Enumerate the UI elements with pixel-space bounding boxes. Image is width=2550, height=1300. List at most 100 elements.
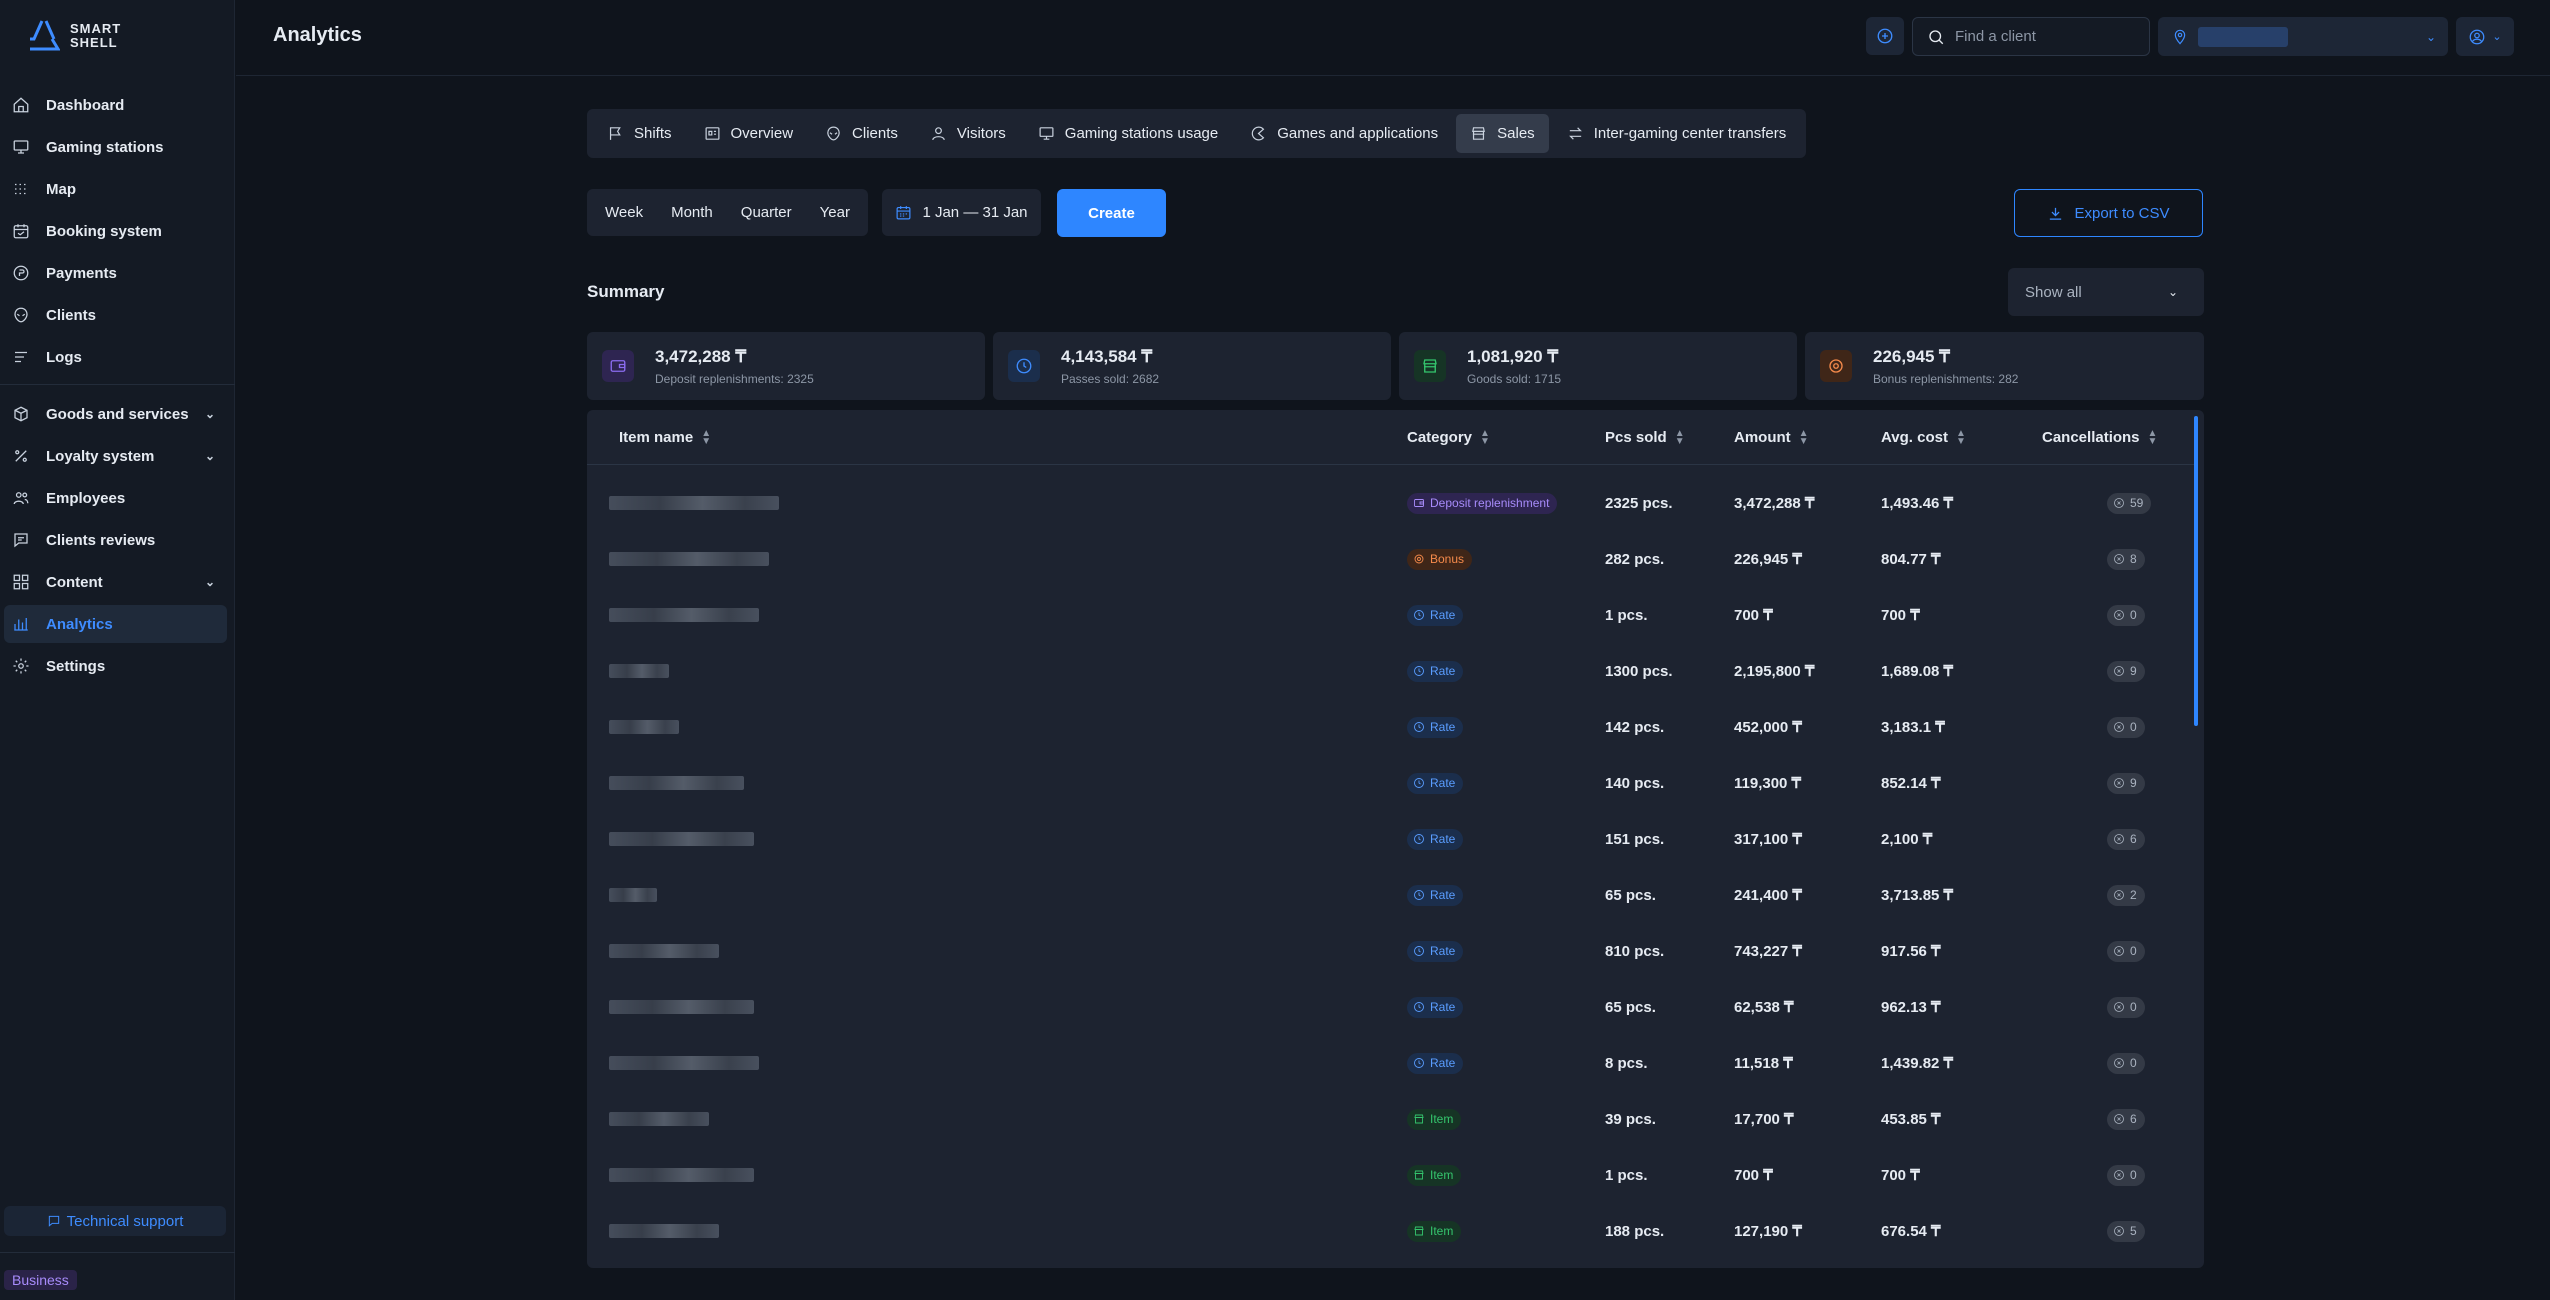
table-row[interactable]: Bonus 282 pcs. 226,945 ₸ 804.77 ₸ 8 (587, 531, 2194, 587)
user-menu[interactable]: ⌄ (2456, 17, 2514, 56)
cancellations-badge[interactable]: 9 (2107, 772, 2145, 794)
table-row[interactable]: Rate 8 pcs. 11,518 ₸ 1,439.82 ₸ 0 (587, 1035, 2194, 1091)
item-name-redacted (609, 552, 769, 566)
sidebar-item-goods-and-services[interactable]: Goods and services ⌄ (4, 395, 227, 433)
sidebar-item-content[interactable]: Content ⌄ (4, 563, 227, 601)
cancellations-badge[interactable]: 59 (2107, 492, 2152, 514)
cancellations-badge[interactable]: 0 (2107, 716, 2145, 738)
period-year-button[interactable]: Year (819, 204, 850, 221)
club-selector[interactable]: ⌄ (2158, 17, 2448, 56)
sidebar-item-label: Map (46, 180, 76, 198)
tab-games-and-applications[interactable]: Games and applications (1236, 114, 1452, 153)
sidebar-item-employees[interactable]: Employees (4, 479, 227, 517)
cancellations-badge[interactable]: 0 (2107, 940, 2145, 962)
category-label: Item (1430, 1224, 1454, 1238)
cancel-circle-icon (2113, 1113, 2125, 1125)
store-icon (1413, 1169, 1425, 1181)
sidebar-nav: Dashboard Gaming stations Map Booking sy… (0, 84, 235, 689)
sidebar-item-clients-reviews[interactable]: Clients reviews (4, 521, 227, 559)
table-row[interactable]: Rate 151 pcs. 317,100 ₸ 2,100 ₸ 6 (587, 811, 2194, 867)
sidebar-item-logs[interactable]: Logs (4, 338, 227, 376)
category-cell: Item (1407, 1203, 1462, 1259)
cancellations-badge[interactable]: 0 (2107, 996, 2145, 1018)
search-input[interactable] (1955, 28, 2135, 45)
sidebar-item-clients[interactable]: Clients (4, 296, 227, 334)
table-row[interactable]: Item 188 pcs. 127,190 ₸ 676.54 ₸ 5 (587, 1203, 2194, 1259)
pcs-sold-cell: 1 pcs. (1605, 1166, 1648, 1184)
scrollbar-thumb[interactable] (2194, 416, 2198, 726)
cancellations-badge[interactable]: 6 (2107, 1108, 2145, 1130)
category-label: Item (1430, 1112, 1454, 1126)
client-search[interactable] (1912, 17, 2150, 56)
tab-gaming-stations-usage[interactable]: Gaming stations usage (1024, 114, 1232, 153)
period-quarter-button[interactable]: Quarter (740, 204, 792, 221)
table-row[interactable]: Rate 65 pcs. 241,400 ₸ 3,713.85 ₸ 2 (587, 867, 2194, 923)
cancellations-badge[interactable]: 0 (2107, 1164, 2145, 1186)
table-row[interactable]: Rate 1300 pcs. 2,195,800 ₸ 1,689.08 ₸ 9 (587, 643, 2194, 699)
column-header-cancellations[interactable]: Cancellations ▲ ▼ (2042, 428, 2157, 446)
sidebar-item-gaming-stations[interactable]: Gaming stations (4, 128, 227, 166)
summary-card-value: 1,081,920 ₸ (1467, 347, 1559, 366)
avg-cost-cell: 804.77 ₸ (1881, 551, 1941, 568)
add-button[interactable] (1866, 17, 1904, 55)
table-row[interactable]: Rate 140 pcs. 119,300 ₸ 852.14 ₸ 9 (587, 755, 2194, 811)
sidebar-item-dashboard[interactable]: Dashboard (4, 86, 227, 124)
sidebar-item-payments[interactable]: Payments (4, 254, 227, 292)
amount-cell: 226,945 ₸ (1734, 551, 1802, 568)
bonus-icon (1820, 350, 1852, 382)
cancellations-badge[interactable]: 0 (2107, 604, 2145, 626)
amount-cell: 62,538 ₸ (1734, 999, 1794, 1016)
sidebar-item-booking-system[interactable]: Booking system (4, 212, 227, 250)
table-row[interactable]: Rate 142 pcs. 452,000 ₸ 3,183.1 ₸ 0 (587, 699, 2194, 755)
cancellations-cell: 0 (2107, 1147, 2145, 1203)
column-header-pcs-sold[interactable]: Pcs sold ▲ ▼ (1605, 428, 1685, 446)
date-range-picker[interactable]: 1 Jan — 31 Jan (882, 189, 1041, 236)
table-row[interactable]: Rate 65 pcs. 62,538 ₸ 962.13 ₸ 0 (587, 979, 2194, 1035)
table-scrollbar[interactable] (2194, 416, 2198, 1262)
column-header-avg-cost[interactable]: Avg. cost ▲ ▼ (1881, 428, 1966, 446)
store-icon (1414, 350, 1446, 382)
category-label: Rate (1430, 608, 1456, 622)
download-icon (2050, 207, 2062, 220)
technical-support-button[interactable]: Technical support (4, 1206, 226, 1236)
cancellations-badge[interactable]: 0 (2107, 1052, 2145, 1074)
pcs-sold-cell: 282 pcs. (1605, 550, 1665, 568)
cancellations-badge[interactable]: 2 (2107, 884, 2145, 906)
column-header-item-name[interactable]: Item name ▲ ▼ (619, 428, 711, 446)
category-label: Rate (1430, 1000, 1456, 1014)
logo[interactable]: SMART SHELL (28, 18, 121, 54)
table-row[interactable]: Rate 810 pcs. 743,227 ₸ 917.56 ₸ 0 (587, 923, 2194, 979)
column-header-category[interactable]: Category ▲ ▼ (1407, 428, 1490, 446)
tab-clients[interactable]: Clients (811, 114, 912, 153)
tab-inter-gaming-center-transfers[interactable]: Inter-gaming center transfers (1553, 114, 1801, 153)
cancel-circle-icon (2113, 945, 2125, 957)
column-header-amount[interactable]: Amount ▲ ▼ (1734, 428, 1809, 446)
category-badge: Rate (1407, 940, 1464, 962)
tab-visitors[interactable]: Visitors (916, 114, 1020, 153)
table-row[interactable]: Rate 1 pcs. 700 ₸ 700 ₸ 0 (587, 587, 2194, 643)
message-icon (12, 531, 30, 549)
clock-icon (1413, 609, 1425, 621)
sidebar-item-label: Booking system (46, 222, 162, 240)
create-button[interactable]: Create (1057, 189, 1166, 237)
table-row[interactable]: Item 39 pcs. 17,700 ₸ 453.85 ₸ 6 (587, 1091, 2194, 1147)
cancellations-badge[interactable]: 8 (2107, 548, 2145, 570)
table-row[interactable]: Item 1 pcs. 700 ₸ 700 ₸ 0 (587, 1147, 2194, 1203)
sidebar-item-analytics[interactable]: Analytics (4, 605, 227, 643)
tab-overview[interactable]: Overview (690, 114, 808, 153)
tab-shifts[interactable]: Shifts (593, 114, 686, 153)
period-week-button[interactable]: Week (605, 204, 644, 221)
cancellations-badge[interactable]: 6 (2107, 828, 2145, 850)
cancellations-badge[interactable]: 5 (2107, 1220, 2145, 1242)
table-row[interactable]: Deposit replenishment 2325 pcs. 3,472,288 … (587, 475, 2194, 531)
sidebar-item-loyalty-system[interactable]: Loyalty system ⌄ (4, 437, 227, 475)
club-name-redacted (2198, 26, 2288, 47)
clock-icon (1413, 721, 1425, 733)
tab-sales[interactable]: Sales (1456, 114, 1549, 153)
cancellations-badge[interactable]: 9 (2107, 660, 2145, 682)
sidebar-item-map[interactable]: Map (4, 170, 227, 208)
period-month-button[interactable]: Month (671, 204, 713, 221)
export-csv-button[interactable]: Export to CSV (2014, 189, 2203, 237)
sidebar-item-settings[interactable]: Settings (4, 647, 227, 685)
summary-filter-select[interactable]: Show all ⌄ (2008, 268, 2204, 316)
